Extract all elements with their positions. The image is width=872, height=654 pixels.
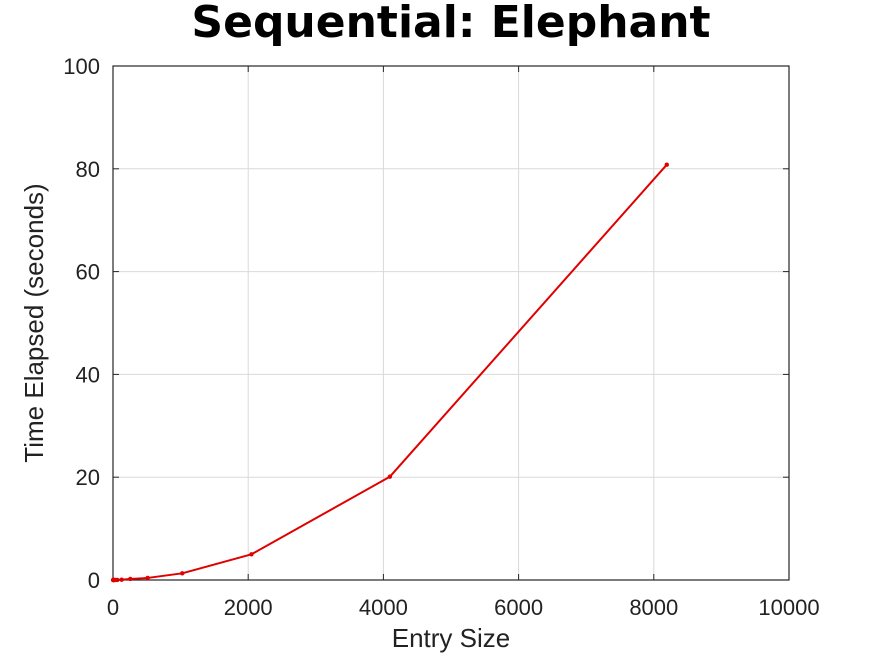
- x-tick-label: 2000: [224, 595, 273, 620]
- x-axis-label: Entry Size: [392, 623, 511, 653]
- plot-frame: [112, 65, 790, 581]
- x-tick-label: 0: [107, 595, 119, 620]
- data-point: [249, 552, 254, 557]
- y-axis-label: Time Elapsed (seconds): [19, 183, 49, 462]
- data-point: [664, 162, 669, 167]
- y-tick-label: 100: [63, 54, 100, 79]
- grid-layer: [113, 66, 789, 580]
- data-point: [119, 577, 124, 582]
- series-line: [112, 164, 668, 581]
- data-point: [115, 577, 120, 583]
- x-tick-label: 4000: [359, 595, 408, 620]
- series-layer: [110, 162, 669, 583]
- y-axis-ticks: 0 20 40 60 80 100: [63, 54, 789, 593]
- y-tick-label: 20: [76, 465, 100, 490]
- y-tick-label: 40: [76, 362, 100, 387]
- y-tick-label: 60: [76, 260, 100, 285]
- data-point: [128, 576, 133, 582]
- data-point: [180, 571, 185, 576]
- data-point: [387, 474, 393, 479]
- x-tick-label: 6000: [494, 595, 543, 620]
- y-tick-label: 0: [88, 568, 100, 593]
- y-tick-label: 80: [76, 157, 100, 182]
- chart-title: Sequential: Elephant: [191, 0, 710, 48]
- x-tick-label: 8000: [629, 595, 678, 620]
- x-tick-label: 10000: [758, 595, 819, 620]
- data-point: [145, 575, 150, 581]
- x-axis-ticks: 0 2000 4000 6000 8000 10000: [107, 66, 820, 620]
